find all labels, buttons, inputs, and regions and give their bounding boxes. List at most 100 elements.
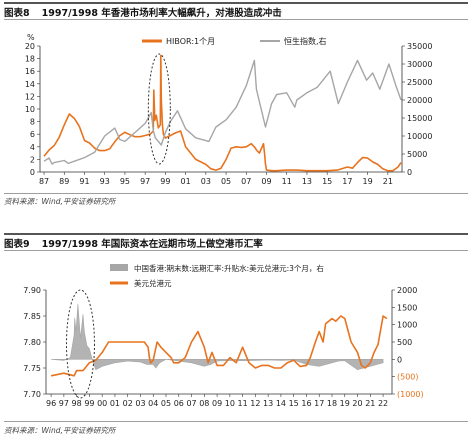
y-tick-left-label: 4 [30,143,35,152]
y-tick-left-label: 7.80 [23,338,41,347]
figure8-source: 资料来源：Wind,平安证券研究所 [4,197,116,206]
x-tick-label: 05 [161,399,171,408]
x-tick-label: 97 [59,399,69,408]
y-tick-left-label: 7.70 [23,390,41,399]
y-tick-left-label: 7.75 [23,364,41,373]
x-tick-label: 97 [140,177,150,186]
x-tick-label: 99 [84,399,94,408]
y-tick-right-label: 500 [397,338,412,347]
usdhkd-forward-chart: 7.707.757.807.857.90(1000)(500)050010001… [23,263,424,408]
x-tick-label: 89 [59,177,69,186]
y-tick-right-label: (1000) [397,390,424,399]
highlight-1997-1998-ellipse [65,289,95,399]
x-tick-label: 03 [201,177,211,186]
x-tick-label: 12 [250,399,260,408]
x-tick-label: 19 [340,399,350,408]
y-tick-left-label: 14 [25,80,35,89]
x-tick-label: 20 [352,399,362,408]
y-tick-left-label: 16 [25,67,35,76]
figure9-label: 图表9 [4,239,30,250]
y-tick-left-label: 7.90 [23,286,41,295]
y-tick-right-label: 0 [397,355,402,364]
figure9-bottom-rule [4,421,468,422]
x-tick-label: 18 [327,399,337,408]
y-axis-unit-label: % [27,33,35,42]
y-tick-right-label: 35000 [407,42,432,51]
x-tick-label: 07 [241,177,251,186]
y-tick-left-label: 20 [25,42,35,51]
x-tick-label: 10 [225,399,235,408]
x-tick-label: 98 [72,399,82,408]
y-tick-right-label: (500) [397,373,419,382]
legend-swatch-forward-points [110,264,128,271]
y-tick-right-label: 1500 [397,303,417,312]
series-line-1 [50,315,388,377]
figure8-top-rule [4,2,468,4]
y-tick-right-label: 10000 [407,132,432,141]
x-tick-label: 02 [123,399,133,408]
x-tick-label: 05 [221,177,231,186]
x-tick-label: 93 [100,177,110,186]
y-tick-left-label: 10 [25,105,35,114]
x-tick-label: 15 [322,177,332,186]
x-tick-label: 06 [174,399,184,408]
x-tick-label: 01 [181,177,191,186]
x-tick-label: 91 [79,177,89,186]
x-tick-label: 13 [263,399,273,408]
figure8-title-rule [4,19,468,20]
x-tick-label: 04 [148,399,158,408]
x-tick-label: 03 [135,399,145,408]
x-tick-label: 87 [39,177,49,186]
x-tick-label: 17 [342,177,352,186]
y-tick-right-label: 0 [407,168,412,177]
x-tick-label: 96 [46,399,56,408]
x-tick-label: 08 [199,399,209,408]
figure9-title-text: 1997/1998 年国际资本在远期市场上做空港币汇率 [41,239,263,250]
x-tick-label: 15 [289,399,299,408]
y-tick-right-label: 30000 [407,60,432,69]
x-tick-label: 99 [160,177,170,186]
x-tick-label: 17 [314,399,324,408]
legend-label-hsi: 恒生指数,右 [284,36,327,46]
x-tick-label: 21 [383,177,393,186]
y-tick-left-label: 2 [30,155,35,164]
x-tick-label: 09 [261,177,271,186]
x-tick-label: 13 [302,177,312,186]
series-line-0 [43,54,402,172]
x-tick-label: 07 [186,399,196,408]
x-tick-label: 14 [276,399,286,408]
highlight-1997-1998-ellipse [147,53,171,165]
series-area-0 [51,303,384,371]
x-tick-label: 11 [238,399,248,408]
legend-label-usdhkd: 美元兑港元 [134,278,172,288]
x-tick-label: 11 [282,177,292,186]
hibor-hsi-chart: 0 2 4 6 8 10 12 14 16 18 20 0 5000 10000 15000 20000 250… [25,33,433,186]
figure9-top-rule [4,233,468,235]
x-tick-label: 16 [301,399,311,408]
x-tick-label: 95 [120,177,130,186]
y-tick-left-label: 18 [25,55,35,64]
y-tick-left-label: 6 [30,130,35,139]
x-tick-label: 09 [212,399,222,408]
y-tick-right-label: 1000 [397,321,417,330]
x-tick-label: 01 [110,399,120,408]
figure8-bottom-rule [4,193,468,194]
y-tick-right-label: 25000 [407,78,432,87]
figure9-title: 图表9 1997/1998 年国际资本在远期市场上做空港币汇率 [4,236,263,250]
y-tick-right-label: 2000 [397,286,417,295]
figure9-source: 资料来源：Wind,平安证券研究所 [4,426,116,435]
y-tick-left-label: 12 [25,92,35,101]
y-tick-right-label: 15000 [407,114,432,123]
y-tick-left-label: 7.85 [23,312,41,321]
x-tick-label: 22 [378,399,388,408]
x-tick-label: 19 [363,177,373,186]
legend-label-hibor: HIBOR:1个月 [166,37,215,46]
x-tick-label: 00 [97,399,107,408]
figure8-title: 图表8 1997/1998 年香港市场利率大幅飙升，对港股造成冲击 [4,5,282,19]
figure8-label: 图表8 [4,8,30,19]
y-tick-left-label: 8 [30,118,35,127]
legend-label-forward-points: 中国香港:期末数:远期汇率:升贴水:美元兑港元:3个月，右 [134,263,324,273]
series-line-1 [43,59,402,165]
y-tick-right-label: 20000 [407,96,432,105]
y-tick-left-label: 0 [30,168,35,177]
